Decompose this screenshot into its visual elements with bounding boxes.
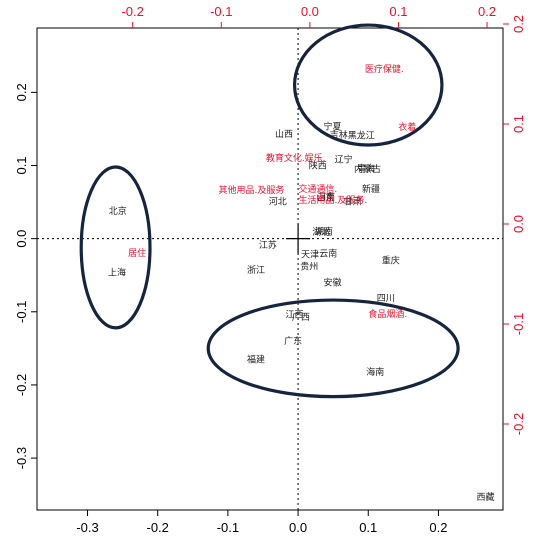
- province-label: 江西: [286, 310, 304, 321]
- category-label: 教育文化.娱乐.: [266, 152, 326, 164]
- province-label: 河南: [317, 191, 335, 203]
- province-label: 安徽: [323, 277, 341, 289]
- tick-left-label: -0.3: [14, 447, 29, 469]
- province-label: 黑龙江: [348, 130, 375, 142]
- tick-right-label: 0.2: [511, 15, 526, 33]
- ellipse-top-group: [292, 23, 444, 147]
- ellipse-left-group: [79, 165, 152, 330]
- tick-bottom-label: -0.3: [76, 520, 98, 535]
- plot-frame: [36, 27, 504, 511]
- province-label: 西藏: [476, 491, 494, 503]
- province-label: 广东: [284, 335, 302, 347]
- province-label: 天津: [301, 250, 319, 261]
- tick-bottom-label: -0.1: [217, 520, 239, 535]
- tick-left-label: 0.0: [14, 230, 29, 248]
- province-label: 新疆: [362, 183, 380, 195]
- tick-right-label: 0.1: [511, 115, 526, 133]
- bottom-axis: -0.3 -0.2 -0.1 0.0 0.1 0.2: [76, 510, 447, 535]
- province-label: 内蒙古: [354, 163, 381, 175]
- tick-bottom-label: 0.0: [289, 520, 307, 535]
- province-label: 辽宁: [335, 154, 353, 166]
- tick-left-label: 0.2: [14, 83, 29, 101]
- province-label: 北京: [109, 205, 127, 217]
- province-label: 湖北: [312, 227, 330, 238]
- province-label: 江苏: [259, 239, 277, 251]
- province-label: 宁夏: [323, 121, 341, 133]
- group-ellipses: [79, 23, 460, 399]
- category-label: 交通通信.: [298, 183, 337, 195]
- origin-cross: [286, 223, 311, 254]
- category-label: 其他用品.及服务: [218, 184, 284, 196]
- top-axis-secondary: -0.2 -0.1 0.0 0.1 0.2: [121, 4, 496, 28]
- tick-bottom-label: 0.2: [429, 520, 447, 535]
- category-label: 医疗保健.: [365, 63, 404, 75]
- tick-right-label: 0.0: [511, 215, 526, 233]
- category-label: 衣着: [398, 121, 416, 133]
- province-label: 浙江: [247, 264, 265, 276]
- tick-top-label: -0.2: [121, 4, 143, 19]
- tick-bottom-label: 0.1: [359, 520, 377, 535]
- province-label: 广西: [292, 311, 310, 323]
- province-label: 福建: [247, 353, 265, 365]
- right-axis-secondary: -0.2 -0.1 0.0 0.1 0.2: [503, 15, 526, 435]
- tick-top-label: 0.0: [301, 4, 319, 19]
- tick-left-label: 0.1: [14, 156, 29, 174]
- tick-top-label: 0.1: [389, 4, 407, 19]
- province-label: 山东: [316, 192, 334, 204]
- province-label: 河北: [269, 195, 287, 207]
- province-label: 甘肃: [344, 195, 362, 207]
- province-label: 上海: [108, 266, 126, 278]
- tick-right-label: -0.1: [511, 313, 526, 335]
- ellipse-bottom-group: [206, 298, 460, 399]
- reference-lines: [37, 28, 503, 510]
- category-label: 生活用品.及服务.: [299, 194, 368, 206]
- province-label: 陕西: [309, 160, 327, 172]
- province-label: 青海: [357, 162, 375, 174]
- tick-left-label: -0.2: [14, 374, 29, 396]
- province-label: 重庆: [382, 255, 400, 267]
- category-label: 居住: [128, 247, 146, 259]
- province-label: 云南: [319, 247, 337, 259]
- tick-top-label: -0.1: [210, 4, 232, 19]
- province-label: 山西: [275, 129, 293, 140]
- province-label: 吉林: [330, 129, 348, 141]
- tick-right-label: -0.2: [511, 413, 526, 435]
- province-label: 海南: [366, 366, 384, 378]
- category-label: 食品烟酒.: [368, 308, 407, 320]
- tick-left-label: -0.1: [14, 301, 29, 323]
- province-label: 四川: [377, 294, 395, 304]
- left-axis: -0.3 -0.2 -0.1 0.0 0.1 0.2: [14, 83, 37, 469]
- tick-bottom-label: -0.2: [147, 520, 169, 535]
- province-label: 湖南: [315, 225, 333, 237]
- tick-top-label: 0.2: [478, 4, 496, 19]
- province-label: 贵州: [300, 260, 318, 272]
